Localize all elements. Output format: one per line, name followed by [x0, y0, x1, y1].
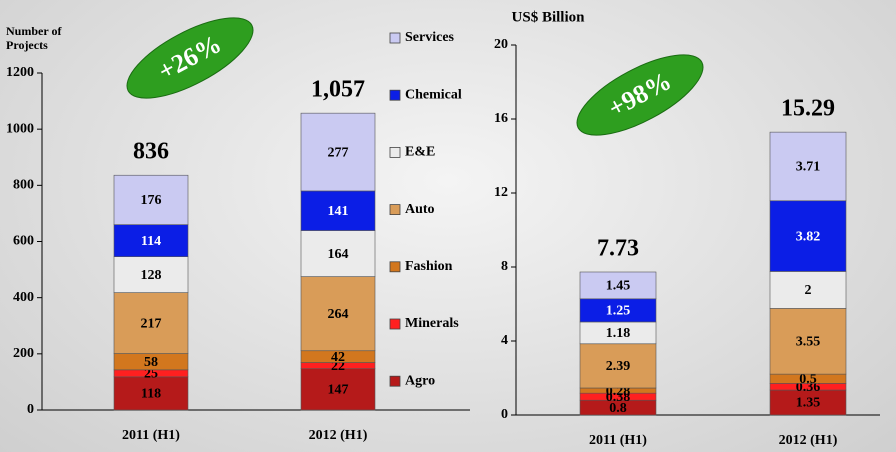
- bar-segment: [113, 224, 189, 257]
- y-tick-label: 200: [13, 346, 34, 361]
- bar-segment: [769, 200, 847, 272]
- data-label: 0.8: [609, 401, 627, 416]
- total-label: 15.29: [781, 96, 835, 122]
- bar-segment: [579, 271, 657, 300]
- y-tick-label: 16: [494, 111, 508, 126]
- data-label: 141: [328, 204, 349, 219]
- bar-segment: [300, 112, 376, 192]
- data-label: 147: [328, 383, 349, 398]
- data-label: 3.82: [796, 229, 821, 244]
- data-label: 114: [141, 234, 161, 249]
- data-label: 3.55: [796, 334, 821, 349]
- bar-segment: [113, 292, 189, 354]
- data-label: 1.45: [606, 279, 631, 294]
- data-label: 42: [331, 350, 345, 365]
- annotation-badge: [576, 54, 704, 136]
- legend-label: Minerals: [405, 316, 459, 331]
- legend-swatch: [389, 146, 401, 158]
- data-label: 264: [328, 307, 349, 322]
- bar-segment: [113, 376, 189, 411]
- data-label: 25: [144, 367, 158, 382]
- legend-label: Services: [405, 30, 455, 45]
- annotation: +26%: [126, 17, 254, 99]
- y-tick-label: 8: [501, 259, 508, 274]
- data-label: 176: [141, 193, 162, 208]
- bar-segment: [300, 276, 376, 352]
- y-tick-label: 0: [27, 402, 34, 417]
- data-label: 1.25: [606, 304, 631, 319]
- legend-swatch: [389, 375, 401, 387]
- data-label: 1.18: [606, 326, 631, 341]
- y-tick-label: 800: [13, 178, 34, 193]
- data-label: 58: [144, 355, 158, 370]
- y-tick-label: 4: [501, 333, 508, 348]
- legend-swatch: [389, 89, 401, 101]
- bar-segment: [769, 131, 847, 202]
- y-tick-label: 1000: [6, 121, 34, 136]
- legend-label: Chemical: [405, 87, 462, 102]
- bar-segment: [113, 174, 189, 225]
- data-label: 1.35: [796, 396, 821, 411]
- total-label: 1,057: [311, 77, 365, 103]
- bar-segment: [300, 190, 376, 231]
- y-tick-label: 0: [501, 407, 508, 422]
- x-tick-label: 2012 (H1): [779, 433, 838, 448]
- data-label: 118: [141, 387, 161, 402]
- annotation: +98%: [576, 54, 704, 136]
- legend-swatch: [389, 32, 401, 44]
- bar-segment: [300, 230, 376, 277]
- data-label: 0.38: [606, 390, 631, 405]
- y-tick-label: 400: [13, 290, 34, 305]
- annotation-badge: [126, 17, 254, 99]
- bar-segment: [113, 256, 189, 293]
- bar-segment: [769, 389, 847, 416]
- data-label: 2.39: [606, 359, 631, 374]
- data-label: 2: [805, 283, 812, 298]
- legend-swatch: [389, 318, 401, 330]
- x-tick-label: 2011 (H1): [122, 428, 180, 443]
- y-tick-label: 20: [494, 37, 508, 52]
- data-label: 217: [141, 316, 162, 331]
- legend-label: Auto: [405, 202, 435, 217]
- bar-segment: [579, 343, 657, 389]
- x-tick-label: 2011 (H1): [589, 433, 647, 448]
- legend-label: Fashion: [405, 259, 453, 274]
- total-label: 836: [133, 139, 169, 165]
- x-tick-label: 2012 (H1): [309, 428, 368, 443]
- data-label: 0.5: [799, 372, 817, 387]
- y-tick-label: 600: [13, 234, 34, 249]
- bar-segment: [300, 368, 376, 411]
- y-axis-label: Number of Projects: [6, 24, 62, 52]
- legend-label: E&E: [405, 145, 435, 160]
- data-label: 164: [328, 247, 349, 262]
- legend-label: Agro: [405, 373, 435, 388]
- y-tick-label: 1200: [6, 65, 34, 80]
- data-label: 3.71: [796, 160, 821, 175]
- bar-segment: [769, 271, 847, 309]
- bar-segment: [769, 308, 847, 375]
- y-tick-label: 12: [494, 185, 508, 200]
- total-label: 7.73: [597, 235, 639, 261]
- legend-swatch: [389, 261, 401, 273]
- data-label: 277: [328, 145, 349, 160]
- legend-swatch: [389, 204, 401, 216]
- y-axis-label: US$ Billion: [512, 9, 586, 25]
- data-label: 128: [141, 268, 162, 283]
